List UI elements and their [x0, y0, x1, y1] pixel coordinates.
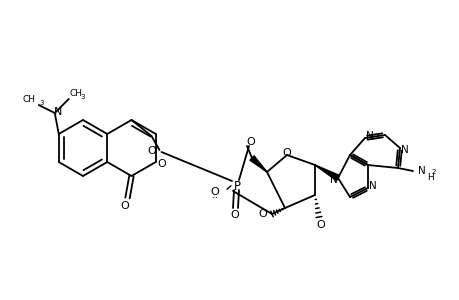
Text: O: O [147, 146, 156, 156]
Text: 2: 2 [431, 169, 436, 175]
Text: O: O [282, 148, 291, 158]
Text: O: O [120, 201, 129, 211]
Text: P: P [233, 179, 240, 193]
Text: N: N [368, 181, 376, 191]
Text: N: N [417, 166, 425, 176]
Polygon shape [249, 156, 266, 172]
Text: O: O [157, 159, 166, 169]
Text: O: O [246, 137, 255, 147]
Text: CH: CH [70, 89, 83, 98]
Polygon shape [314, 165, 339, 181]
Text: CH: CH [22, 95, 36, 104]
Text: N: N [365, 131, 373, 141]
Text: O: O [210, 187, 219, 197]
Text: N: N [53, 107, 62, 117]
Text: O: O [258, 209, 267, 219]
Text: N: N [330, 175, 337, 185]
Text: ··: ·· [211, 193, 218, 203]
Text: 3: 3 [81, 94, 85, 100]
Text: H: H [426, 173, 433, 182]
Text: O: O [316, 220, 325, 230]
Text: 3: 3 [39, 100, 44, 106]
Text: O: O [230, 210, 239, 220]
Text: N: N [400, 145, 408, 155]
